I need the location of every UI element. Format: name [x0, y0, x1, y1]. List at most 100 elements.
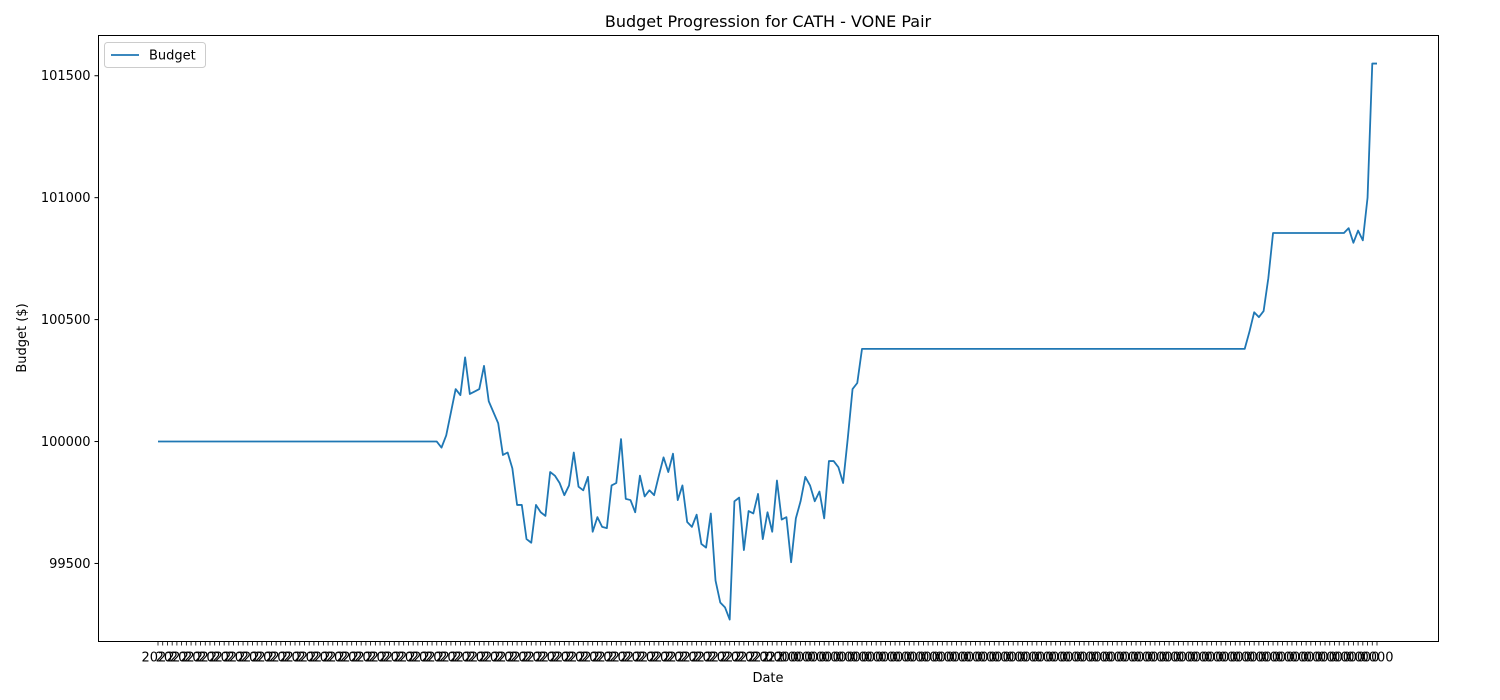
- x-tick-label: 2022: [170, 651, 203, 666]
- x-tick-label: 0000: [964, 651, 997, 666]
- x-tick-label: 2022: [609, 651, 642, 666]
- x-tick-label: 0000: [765, 651, 798, 666]
- x-tick-label: 0000: [1119, 651, 1152, 666]
- x-tick-label: 0000: [1233, 651, 1266, 666]
- x-tick-label: 0000: [1290, 651, 1323, 666]
- x-tick-label: 0000: [1162, 651, 1195, 666]
- y-tick-label: 101500: [41, 69, 91, 84]
- x-tick-label: 0000: [1205, 651, 1238, 666]
- x-tick-label: 2022: [567, 651, 600, 666]
- x-tick-label: 0000: [808, 651, 841, 666]
- x-tick-label: 2022: [496, 651, 529, 666]
- y-tick-label: 100000: [41, 435, 91, 450]
- x-tick-label: 0000: [893, 651, 926, 666]
- x-tick-label: 2022: [241, 651, 274, 666]
- x-tick-label: 0000: [1148, 651, 1181, 666]
- x-tick-label: 2022: [283, 651, 316, 666]
- x-tick-label: 2022: [524, 651, 557, 666]
- x-tick-label: 2022: [269, 651, 302, 666]
- x-tick-label: 0000: [1091, 651, 1124, 666]
- x-tick-label: 2022: [156, 651, 189, 666]
- y-tick-label: 99500: [49, 557, 90, 572]
- x-tick-label: 0000: [1318, 651, 1351, 666]
- x-tick-label: 0000: [1346, 651, 1379, 666]
- x-tick-label: 2022: [382, 651, 415, 666]
- x-tick-label: 2022: [723, 651, 756, 666]
- x-tick-label: 0000: [949, 651, 982, 666]
- x-tick-label: 0000: [822, 651, 855, 666]
- x-tick-label: 0000: [864, 651, 897, 666]
- x-tick-label: 2022: [638, 651, 671, 666]
- x-tick-label: 2022: [666, 651, 699, 666]
- x-tick-label: 0000: [1006, 651, 1039, 666]
- x-tick-label: 2022: [368, 651, 401, 666]
- x-tick-label: 2022: [453, 651, 486, 666]
- x-tick-label: 0000: [1190, 651, 1223, 666]
- x-tick-label: 2022: [354, 651, 387, 666]
- plot-area-frame: [98, 35, 1439, 642]
- legend: Budget: [104, 42, 206, 68]
- chart-title: Budget Progression for CATH - VONE Pair: [605, 12, 932, 31]
- x-tick-label: 2022: [482, 651, 515, 666]
- x-tick-label: 0000: [921, 651, 954, 666]
- x-tick-label: 2022: [652, 651, 685, 666]
- y-axis-label: Budget ($): [15, 303, 30, 372]
- x-tick-label: 2022: [226, 651, 259, 666]
- x-tick-label: 2022: [212, 651, 245, 666]
- x-tick-label: 0000: [1247, 651, 1280, 666]
- x-tick-label: 2022: [340, 651, 373, 666]
- x-tick-label: 2022: [708, 651, 741, 666]
- y-tick-label: 101000: [41, 191, 91, 206]
- x-tick-label: 2022: [737, 651, 770, 666]
- x-tick-label: 0000: [1063, 651, 1096, 666]
- x-axis-ticks: 2022202220222022202220222022202220222022…: [141, 641, 1394, 666]
- y-tick-label: 100500: [41, 313, 91, 328]
- x-tick-label: 2022: [751, 651, 784, 666]
- x-tick-label: 0000: [850, 651, 883, 666]
- x-tick-label: 2022: [141, 651, 174, 666]
- x-tick-label: 0000: [907, 651, 940, 666]
- x-tick-label: 2022: [297, 651, 330, 666]
- x-tick-label: 0000: [1261, 651, 1294, 666]
- x-tick-label: 0000: [1275, 651, 1308, 666]
- x-tick-label: 0000: [992, 651, 1025, 666]
- x-tick-label: 2022: [467, 651, 500, 666]
- x-tick-label: 0000: [1077, 651, 1110, 666]
- x-tick-label: 2022: [184, 651, 217, 666]
- x-tick-label: 0000: [935, 651, 968, 666]
- x-tick-label: 0000: [793, 651, 826, 666]
- x-tick-label: 0000: [1049, 651, 1082, 666]
- x-tick-label: 0000: [1304, 651, 1337, 666]
- y-axis-ticks: 99500 100000 100500 101000 101500: [41, 69, 99, 572]
- x-tick-label: 2022: [510, 651, 543, 666]
- x-tick-label: 0000: [1105, 651, 1138, 666]
- x-axis-label: Date: [752, 671, 783, 686]
- x-tick-label: 2022: [397, 651, 430, 666]
- x-tick-label: 2022: [694, 651, 727, 666]
- x-tick-label: 2022: [326, 651, 359, 666]
- x-tick-label: 2022: [198, 651, 231, 666]
- x-tick-label: 2022: [581, 651, 614, 666]
- x-tick-label: 0000: [978, 651, 1011, 666]
- x-tick-label: 0000: [1176, 651, 1209, 666]
- x-tick-label: 2022: [312, 651, 345, 666]
- x-tick-label: 2022: [411, 651, 444, 666]
- x-tick-label: 0000: [1219, 651, 1252, 666]
- x-tick-label: 2022: [595, 651, 628, 666]
- x-tick-label: 0000: [1360, 651, 1393, 666]
- x-tick-label: 0000: [836, 651, 869, 666]
- x-tick-label: 0000: [1020, 651, 1053, 666]
- x-tick-label: 2022: [425, 651, 458, 666]
- x-tick-label: 2022: [439, 651, 472, 666]
- x-tick-label: 2022: [255, 651, 288, 666]
- legend-box: [104, 42, 206, 68]
- x-tick-label: 0000: [779, 651, 812, 666]
- x-tick-label: 2022: [623, 651, 656, 666]
- x-tick-label: 2022: [680, 651, 713, 666]
- x-tick-label: 0000: [879, 651, 912, 666]
- x-tick-label: 0000: [1332, 651, 1365, 666]
- x-tick-label: 2022: [553, 651, 586, 666]
- x-tick-label: 2022: [538, 651, 571, 666]
